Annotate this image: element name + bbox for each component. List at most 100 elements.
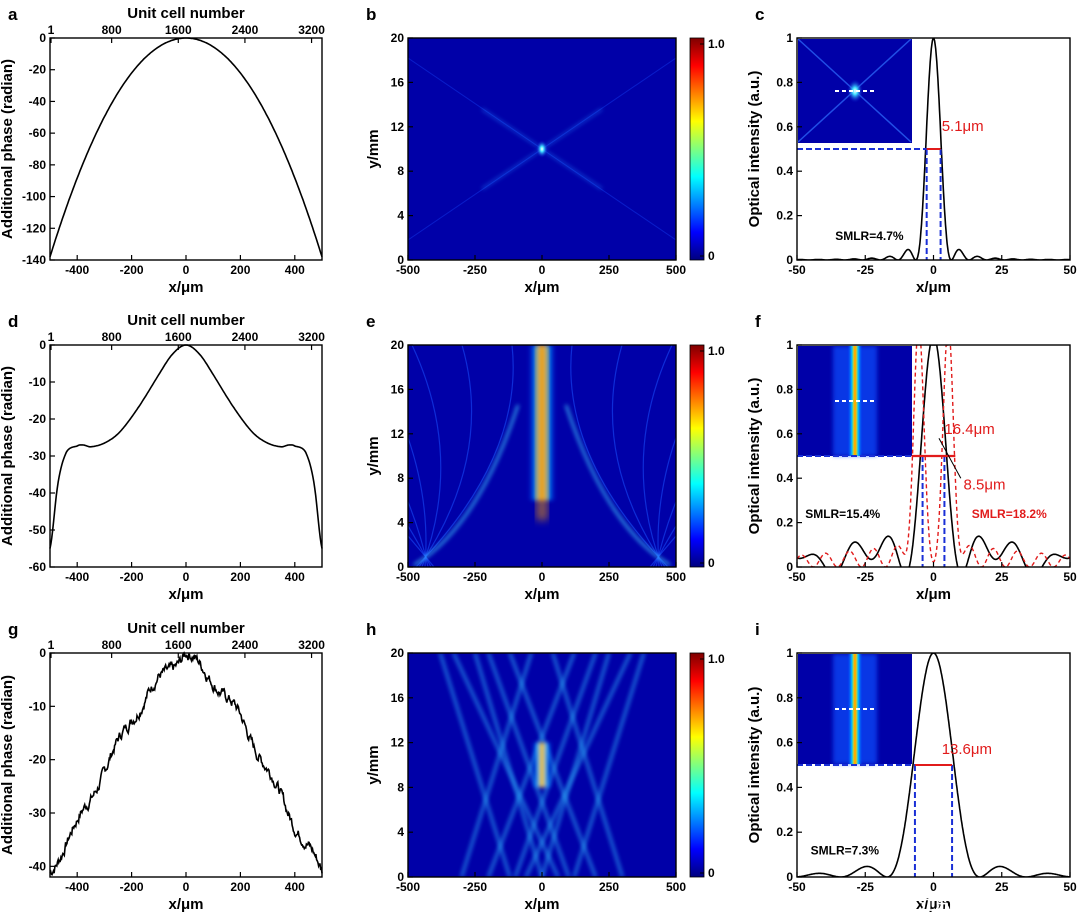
colorbar-tick-max: 1.0 xyxy=(708,344,725,358)
x-tick-label: 50 xyxy=(1063,570,1077,584)
x-tick-label: -250 xyxy=(463,570,487,584)
width-annotation: 13.6μm xyxy=(942,741,992,758)
width-annotation-red: 16.4μm xyxy=(944,421,994,438)
x-axis-label: x/μm xyxy=(916,586,951,603)
x-tick-label: -400 xyxy=(65,263,89,277)
x-tick-label: -25 xyxy=(857,570,875,584)
field-fringe xyxy=(418,345,473,567)
field-beamlet xyxy=(524,653,632,877)
y-tick-label: 12 xyxy=(391,120,405,134)
top-tick-label: 2400 xyxy=(232,23,259,37)
field-beamlet xyxy=(452,653,560,877)
field-fringe xyxy=(655,500,676,567)
y-tick-label: 0.4 xyxy=(776,164,793,178)
plot-frame xyxy=(49,344,323,568)
y-axis-label: Additional phase (radian) xyxy=(0,366,16,546)
x-tick-label: 200 xyxy=(230,880,250,894)
x-tick-label: -500 xyxy=(396,570,420,584)
y-tick-label: -10 xyxy=(29,699,47,713)
x-tick-label: 0 xyxy=(183,880,190,894)
top-tick-label: 3200 xyxy=(298,23,325,37)
edge-caustic xyxy=(413,404,519,566)
field-fringe xyxy=(649,535,676,567)
x-tick-label: -250 xyxy=(463,880,487,894)
x-axis-label: x/μm xyxy=(916,896,951,913)
x-tick-label: -200 xyxy=(120,570,144,584)
top-tick-label: 3200 xyxy=(298,330,325,344)
y-tick-label: -20 xyxy=(29,63,47,77)
y-tick-label: -40 xyxy=(29,486,47,500)
field-beamlet xyxy=(487,653,570,877)
heatmap-field xyxy=(438,653,646,877)
y-tick-label: 0 xyxy=(786,253,793,267)
smlr-annotation: SMLR=7.3% xyxy=(811,844,880,858)
x-axis-label: x/μm xyxy=(168,279,203,296)
width-annotation-black: 8.5μm xyxy=(964,476,1006,493)
top-tick-label: 1 xyxy=(48,23,55,37)
plot-frame xyxy=(49,652,323,878)
field-fringe xyxy=(415,345,514,567)
y-axis-label: Additional phase (radian) xyxy=(0,59,16,239)
x-tick-label: 0 xyxy=(183,570,190,584)
field-fringe xyxy=(408,524,432,567)
inset-beam xyxy=(847,346,863,456)
top-axis-label: Unit cell number xyxy=(127,620,245,637)
panel-letter-b: b xyxy=(366,5,376,24)
x-tick-label: 250 xyxy=(599,880,619,894)
x-tick-label: 250 xyxy=(599,263,619,277)
colorbar-tick-max: 1.0 xyxy=(708,652,725,666)
phase-series-line xyxy=(49,651,323,877)
y-tick-label: 16 xyxy=(391,691,405,705)
y-axis-label: y/mm xyxy=(365,436,382,475)
y-tick-label: 0 xyxy=(39,338,46,352)
x-tick-label: 0 xyxy=(183,263,190,277)
x-tick-label: 400 xyxy=(285,880,305,894)
field-beamlet xyxy=(438,653,512,877)
colorbar-tick-min: 0 xyxy=(708,866,715,880)
x-axis-label: x/μm xyxy=(168,586,203,603)
panel-letter-a: a xyxy=(8,5,18,24)
colorbar xyxy=(689,344,705,568)
colorbar xyxy=(689,652,705,878)
edge-caustic xyxy=(565,404,671,566)
field-beamlet xyxy=(551,653,624,877)
top-tick-label: 1600 xyxy=(165,638,192,652)
y-tick-label: 8 xyxy=(397,780,404,794)
width-leader xyxy=(938,438,962,479)
x-axis-label: x/μm xyxy=(524,279,559,296)
x-tick-label: -200 xyxy=(120,263,144,277)
x-tick-label: -500 xyxy=(396,263,420,277)
colorbar-tick-min: 0 xyxy=(708,556,715,570)
y-tick-label: -120 xyxy=(22,221,46,235)
y-tick-label: -10 xyxy=(29,375,47,389)
plot-area xyxy=(797,653,1070,877)
y-tick-label: 4 xyxy=(397,516,404,530)
x-tick-label: 0 xyxy=(539,263,546,277)
x-tick-label: 500 xyxy=(666,263,686,277)
x-tick-label: 25 xyxy=(995,263,1009,277)
panel-f: f 16.4μm 8.5μm SMLR=15.4% SMLR=18.2% -50 -25 0 2… xyxy=(746,312,1077,603)
field-fringe xyxy=(408,500,429,567)
field-beamlet xyxy=(473,653,544,877)
y-tick-label: 0.6 xyxy=(776,120,793,134)
y-tick-label: 12 xyxy=(391,427,405,441)
panel-letter-d: d xyxy=(8,312,18,331)
panel-letter-f: f xyxy=(755,312,761,331)
width-annotation: 5.1μm xyxy=(942,118,984,135)
y-axis-label: Optical intensity (a.u.) xyxy=(746,378,763,535)
field-fringe xyxy=(611,345,666,567)
y-tick-label: 16 xyxy=(391,75,405,89)
top-tick-label: 2400 xyxy=(232,638,259,652)
y-tick-label: 4 xyxy=(397,825,404,839)
field-beamlet xyxy=(460,653,533,877)
field-beamlet xyxy=(514,653,597,877)
y-tick-label: 0.8 xyxy=(776,691,793,705)
heatmap-field xyxy=(408,57,676,241)
intensity-series-line xyxy=(797,345,1070,567)
focus-spot xyxy=(536,140,548,158)
y-tick-label: 0 xyxy=(786,870,793,884)
y-tick-label: 8 xyxy=(397,164,404,178)
